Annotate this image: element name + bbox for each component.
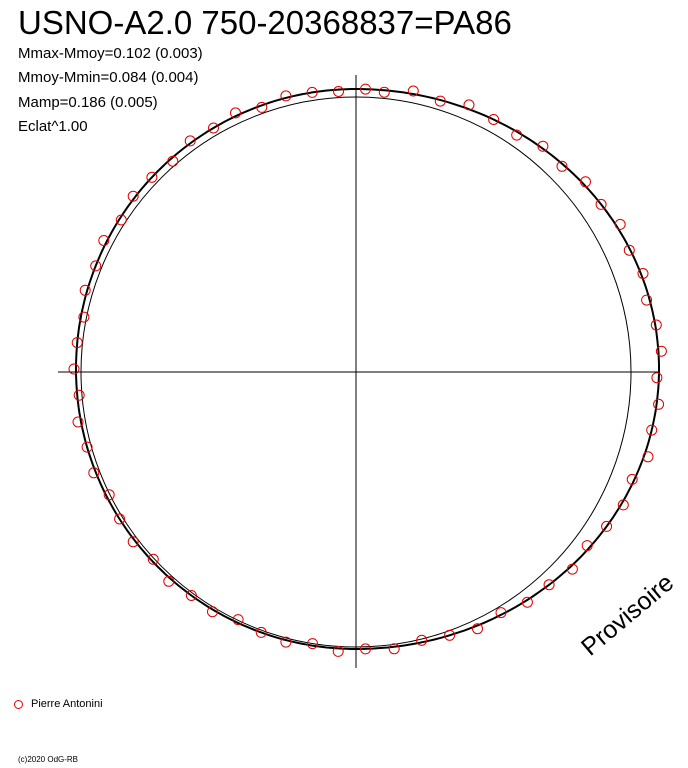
data-point <box>147 553 159 565</box>
data-point <box>73 389 85 401</box>
data-point <box>79 284 91 296</box>
data-point <box>388 643 400 655</box>
data-point <box>167 155 179 167</box>
copyright-notice: (c)2020 OdG-RB <box>18 755 79 764</box>
data-point <box>184 135 196 147</box>
data-point <box>566 563 578 575</box>
data-point <box>98 235 110 246</box>
data-point <box>68 363 80 375</box>
data-point <box>114 513 126 525</box>
data-point <box>280 90 292 102</box>
chart-title: USNO-A2.0 750-20368837=PA86 <box>18 4 512 41</box>
data-point <box>360 83 371 95</box>
data-point <box>416 634 428 646</box>
data-point <box>306 86 318 98</box>
stat-mamp: Mamp=0.186 (0.005) <box>18 94 158 111</box>
data-point <box>78 311 90 323</box>
data-point <box>280 636 292 648</box>
data-point <box>90 260 102 272</box>
axes-group <box>58 75 658 668</box>
data-point <box>208 122 219 134</box>
data-point <box>207 606 218 618</box>
data-point <box>255 626 267 638</box>
data-point <box>641 294 653 306</box>
data-points-group <box>68 83 667 657</box>
data-point <box>256 101 268 113</box>
data-point <box>495 607 507 619</box>
data-point <box>511 129 523 141</box>
data-point <box>185 590 197 601</box>
data-point <box>543 579 555 591</box>
data-point <box>81 441 93 453</box>
legend: Pierre Antonini <box>14 698 103 711</box>
data-point <box>488 114 500 125</box>
legend-circle-marker-icon <box>14 700 23 709</box>
data-point <box>601 520 613 532</box>
data-point <box>230 107 241 119</box>
data-point <box>617 499 629 511</box>
data-point <box>472 623 483 635</box>
data-point <box>626 473 638 485</box>
data-point <box>623 244 635 256</box>
data-point <box>646 424 658 436</box>
data-point <box>463 99 475 111</box>
stat-eclat: Eclat^1.00 <box>18 118 88 135</box>
data-point <box>407 85 419 97</box>
fitted-light-curve <box>75 88 660 650</box>
data-point <box>71 337 83 349</box>
data-point <box>444 629 456 641</box>
data-point <box>434 95 446 107</box>
data-point <box>651 372 663 384</box>
fitted-curve-group <box>75 88 660 650</box>
data-point <box>127 536 139 548</box>
data-point <box>360 643 371 655</box>
legend-label: Pierre Antonini <box>31 698 103 710</box>
stat-mmoy-mmin: Mmoy-Mmin=0.084 (0.004) <box>18 69 199 86</box>
data-point <box>378 86 390 98</box>
data-point <box>307 638 318 650</box>
data-point <box>72 416 84 428</box>
data-point <box>88 467 100 479</box>
data-point <box>537 140 549 152</box>
data-point <box>232 614 244 626</box>
data-point <box>332 645 344 657</box>
data-point <box>163 575 175 587</box>
data-point <box>333 86 344 97</box>
data-point <box>655 345 667 357</box>
data-point <box>595 198 607 210</box>
data-point <box>653 398 665 410</box>
data-point <box>115 214 127 226</box>
data-point <box>642 451 654 463</box>
data-point <box>614 218 626 230</box>
stat-mmax-mmoy: Mmax-Mmoy=0.102 (0.003) <box>18 45 203 62</box>
data-point <box>103 489 115 501</box>
data-point <box>581 540 593 552</box>
data-point <box>580 176 591 188</box>
data-point <box>556 160 568 172</box>
data-point <box>650 319 662 331</box>
data-point <box>521 596 533 608</box>
data-point <box>637 268 649 279</box>
data-point <box>146 171 158 183</box>
data-point <box>127 190 139 202</box>
